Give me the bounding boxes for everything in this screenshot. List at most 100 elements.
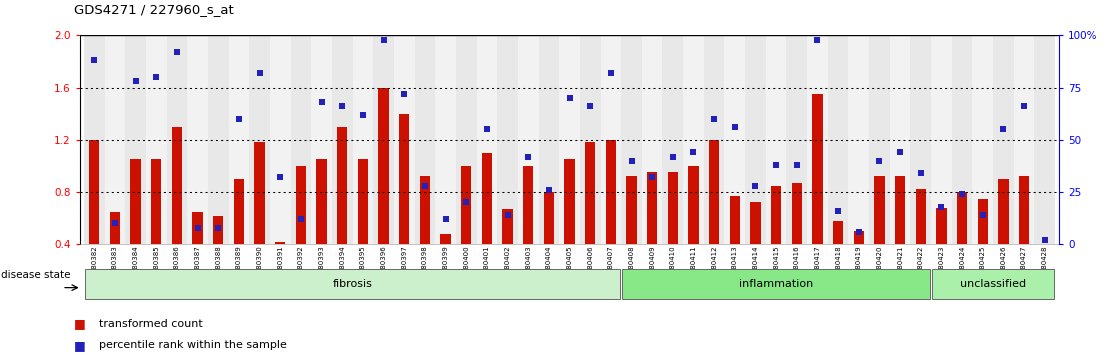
Bar — [538, 35, 560, 244]
Point — [995, 127, 1013, 132]
Bar — [957, 192, 967, 244]
Bar — [833, 221, 843, 244]
Point — [829, 208, 847, 214]
Text: GDS4271 / 227960_s_at: GDS4271 / 227960_s_at — [74, 3, 234, 16]
Bar — [766, 35, 787, 244]
Bar — [461, 166, 471, 244]
Point — [933, 204, 951, 210]
Bar — [564, 159, 575, 244]
Point — [644, 175, 661, 180]
Point — [953, 191, 971, 197]
Bar — [125, 35, 146, 244]
Bar — [234, 179, 244, 244]
Bar — [358, 159, 368, 244]
Text: inflammation: inflammation — [739, 279, 813, 289]
Text: unclassified: unclassified — [960, 279, 1026, 289]
Bar — [812, 94, 822, 244]
Bar — [89, 140, 100, 244]
Bar — [704, 35, 725, 244]
Bar — [440, 234, 451, 244]
Point — [230, 116, 248, 122]
Bar — [275, 242, 286, 244]
Point — [85, 58, 103, 63]
Bar — [208, 35, 228, 244]
Point — [209, 225, 227, 230]
Point — [168, 49, 186, 55]
Bar — [709, 140, 719, 244]
Point — [561, 95, 578, 101]
Bar — [414, 35, 435, 244]
Text: ■: ■ — [74, 318, 86, 330]
Point — [1015, 104, 1033, 109]
Bar — [373, 35, 393, 244]
Point — [458, 200, 475, 205]
Point — [685, 149, 702, 155]
Text: fibrosis: fibrosis — [332, 279, 372, 289]
Bar — [435, 35, 455, 244]
Bar — [476, 35, 497, 244]
Point — [747, 183, 765, 189]
Bar — [895, 176, 905, 244]
Bar — [544, 192, 554, 244]
Bar — [911, 35, 931, 244]
Bar — [915, 189, 926, 244]
Bar — [585, 142, 595, 244]
Bar — [725, 35, 746, 244]
Bar — [482, 153, 492, 244]
Bar — [146, 35, 166, 244]
Bar — [502, 209, 513, 244]
Bar — [787, 35, 807, 244]
Bar — [378, 87, 389, 244]
Bar — [213, 216, 224, 244]
Bar — [874, 176, 884, 244]
Bar — [750, 202, 761, 244]
Bar — [993, 35, 1014, 244]
Point — [293, 216, 310, 222]
Bar — [393, 35, 414, 244]
Bar — [151, 159, 162, 244]
Point — [499, 212, 516, 218]
Bar — [352, 35, 373, 244]
Point — [850, 229, 868, 235]
Bar — [606, 140, 616, 244]
Bar — [601, 35, 622, 244]
Point — [375, 37, 392, 42]
Bar — [187, 35, 208, 244]
Bar — [973, 35, 993, 244]
Bar — [1019, 176, 1029, 244]
Bar — [684, 35, 704, 244]
Bar — [647, 172, 657, 244]
Text: transformed count: transformed count — [99, 319, 203, 329]
Bar — [560, 35, 579, 244]
Point — [974, 212, 992, 218]
Point — [623, 158, 640, 164]
Bar — [1014, 35, 1035, 244]
Point — [1036, 237, 1054, 243]
Bar — [311, 35, 332, 244]
Bar — [110, 212, 120, 244]
Point — [809, 37, 827, 42]
Bar — [455, 35, 476, 244]
Bar — [626, 176, 637, 244]
Point — [706, 116, 724, 122]
Bar — [166, 35, 187, 244]
Point — [540, 187, 557, 193]
Bar — [172, 127, 182, 244]
Point — [582, 104, 599, 109]
Bar — [746, 35, 766, 244]
Bar — [517, 35, 538, 244]
Bar — [931, 35, 952, 244]
Point — [437, 216, 454, 222]
Bar — [828, 35, 849, 244]
Bar — [420, 176, 430, 244]
Bar — [579, 35, 601, 244]
Text: disease state: disease state — [1, 270, 71, 280]
Bar — [952, 35, 973, 244]
Bar — [771, 185, 781, 244]
Bar — [270, 35, 290, 244]
Point — [396, 91, 413, 97]
Point — [106, 221, 124, 226]
Bar — [296, 166, 306, 244]
Bar — [849, 35, 869, 244]
Point — [188, 225, 206, 230]
